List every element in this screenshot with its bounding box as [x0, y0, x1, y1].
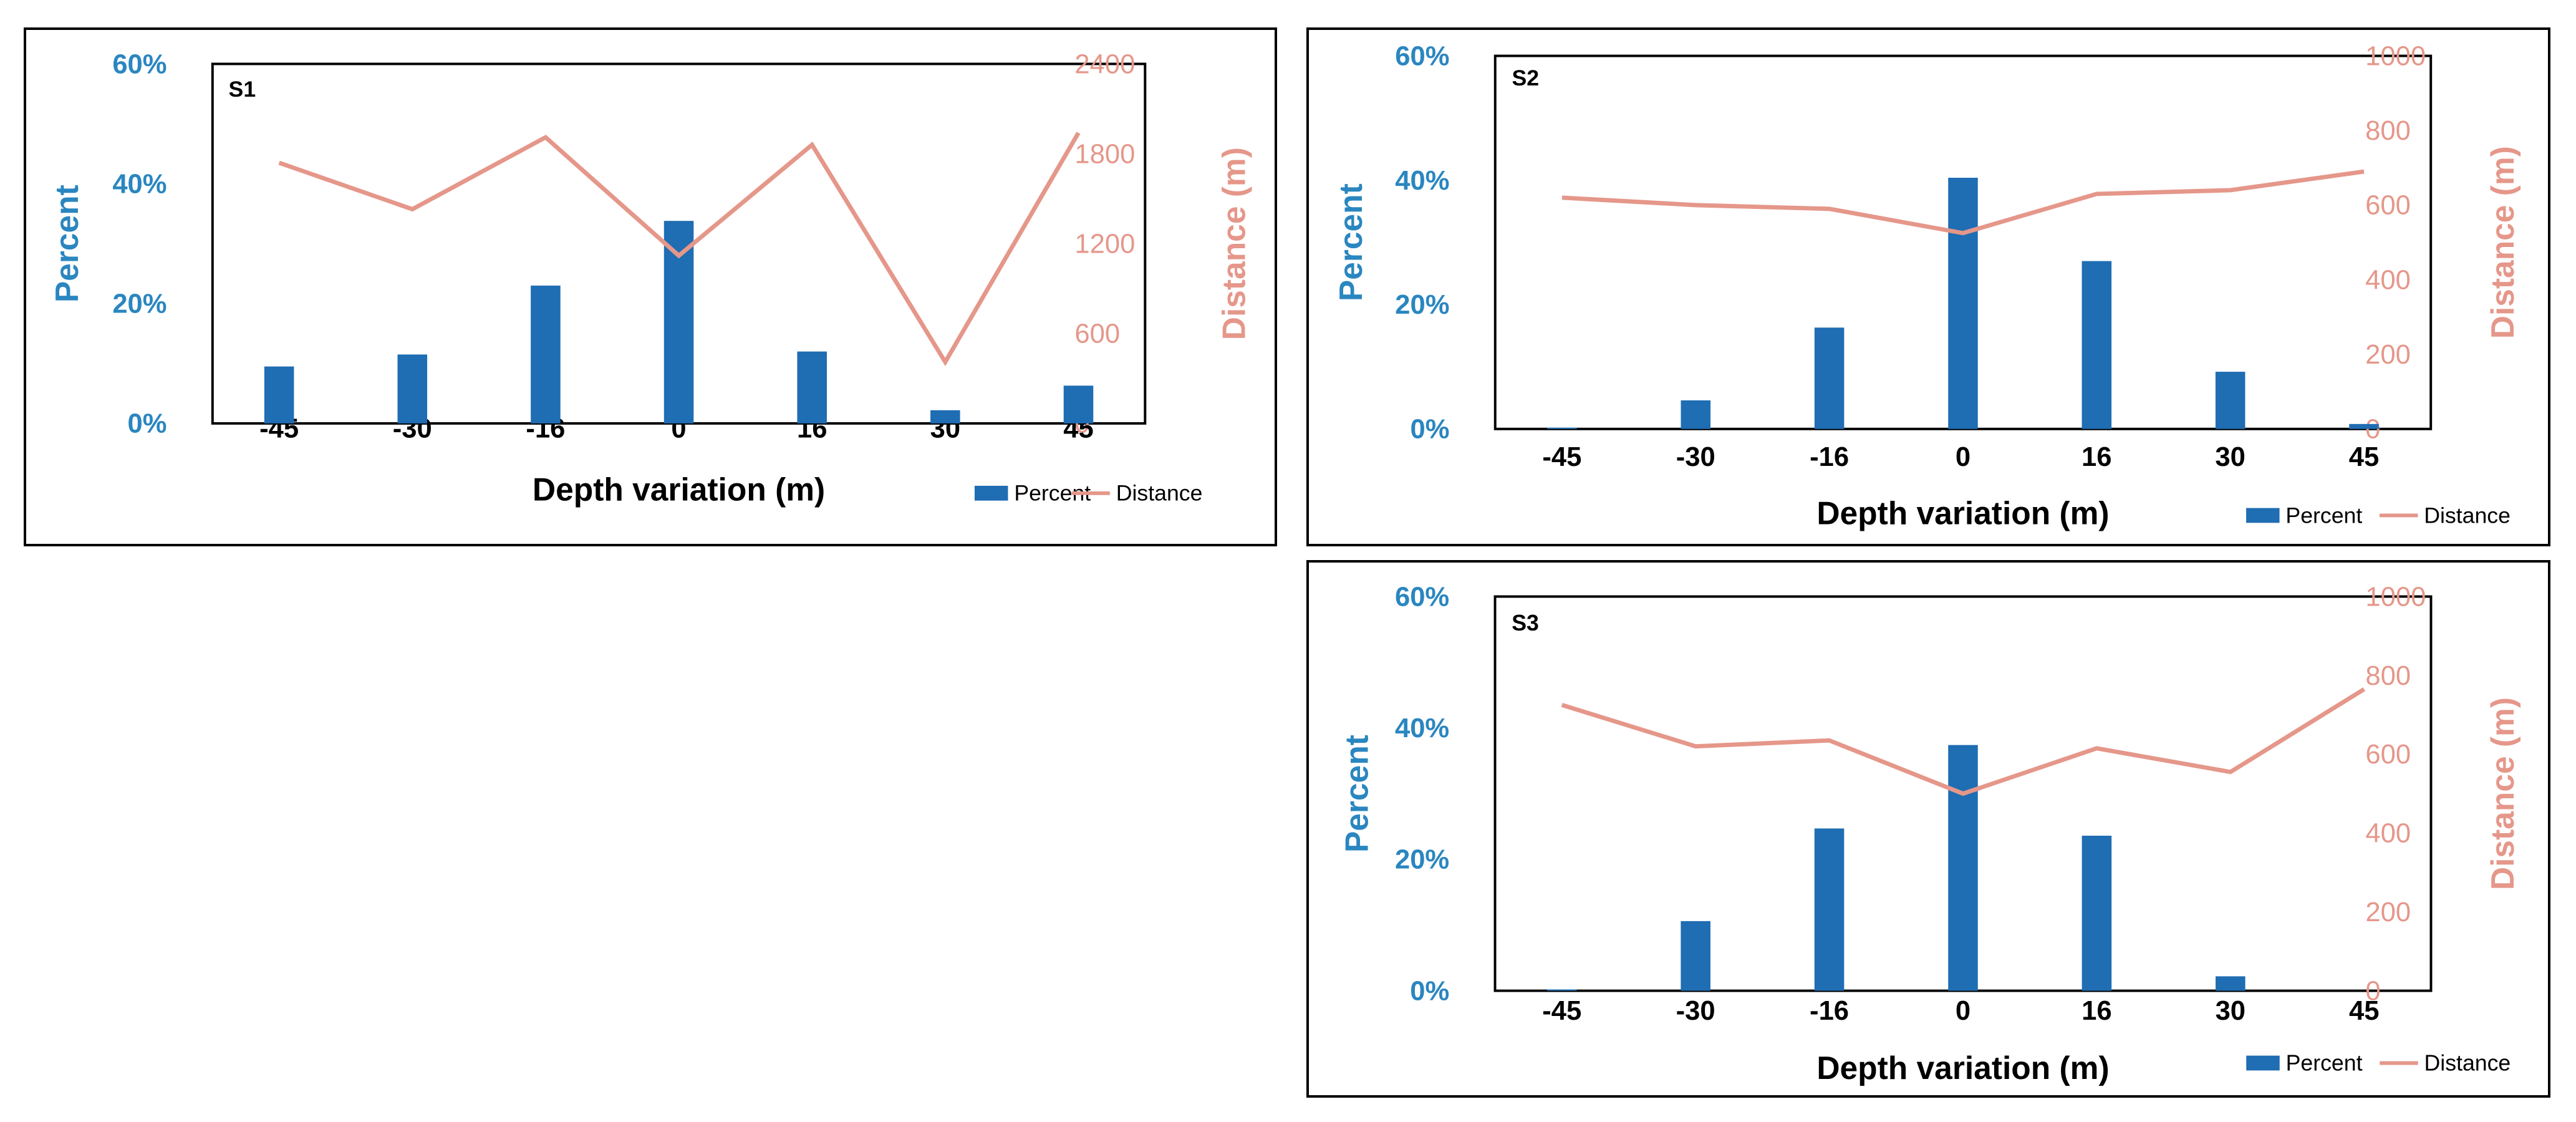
x-tick-label: -30	[1676, 442, 1715, 472]
panel-label: S3	[1512, 611, 1539, 636]
bar-percent	[1681, 400, 1711, 429]
x-tick-label: -30	[1676, 996, 1715, 1026]
legend-label-distance: Distance	[2424, 503, 2511, 528]
chart-svg-s3: S3 0% 20% 40% 60% 0 200 400 600 800 1000 -45 -30 -16 0…	[1338, 582, 2521, 1086]
bar-percent	[1681, 921, 1710, 991]
y-right-axis-title: Distance (m)	[2484, 697, 2521, 890]
plot-area-frame	[1493, 595, 2433, 992]
panel-label: S1	[229, 77, 256, 102]
bar-percent	[2349, 423, 2379, 429]
y-left-axis-title: Percent	[1333, 183, 1369, 301]
x-tick-label: 45	[2349, 442, 2379, 472]
x-tick-label: -45	[1542, 996, 1581, 1026]
legend-swatch-percent	[2246, 508, 2280, 523]
y-right-tick-label: 1800	[1074, 139, 1135, 169]
legend-swatch-percent	[2246, 1055, 2280, 1071]
bar-percent	[2216, 976, 2246, 991]
y-right-tick-label: 2400	[1074, 49, 1135, 79]
bar-percent	[1814, 828, 1845, 991]
bar-percent	[1547, 427, 1577, 429]
bar-percent	[1814, 327, 1845, 429]
bar-percent	[397, 354, 428, 423]
legend-label-percent: Percent	[2285, 503, 2362, 528]
x-tick-label: -45	[1542, 442, 1581, 472]
x-tick-label: -16	[1810, 442, 1849, 472]
chart-svg-s2: S2 0% 20% 40% 60% 0 200 400 600 800 1000 -45 -30 -16 0…	[1333, 41, 2521, 531]
y-left-tick-label: 0%	[1410, 415, 1449, 445]
y-right-tick-label: 1200	[1074, 230, 1135, 259]
bar-percent	[531, 285, 561, 423]
bar-percent	[663, 221, 694, 423]
x-axis-title: Depth variation (m)	[1816, 1050, 2109, 1086]
x-tick-label: 30	[2216, 996, 2246, 1026]
x-tick-label: 30	[2215, 442, 2245, 472]
y-left-tick-label: 40%	[1395, 713, 1449, 743]
bar-percent	[2082, 835, 2112, 991]
y-left-tick-label: 40%	[112, 169, 166, 199]
y-right-tick-label: 0	[2365, 976, 2380, 1006]
chart-panel-s1: S1 0% 20% 40% 60% 0 600 1200 1800 2400 -45 -30 -16 0 1…	[24, 27, 1277, 546]
bar-percent	[930, 410, 960, 423]
y-right-tick-label: 400	[2365, 265, 2411, 295]
x-tick-label: 16	[2082, 996, 2111, 1026]
chart-panel-s2: S2 0% 20% 40% 60% 0 200 400 600 800 1000 -45 -30 -16 0…	[1306, 27, 2550, 546]
y-left-tick-label: 0%	[1410, 976, 1449, 1006]
bar-percent	[797, 351, 827, 423]
y-left-axis-title: Percent	[49, 185, 85, 302]
y-right-tick-label: 800	[2365, 116, 2411, 146]
x-tick-label: 0	[1956, 442, 1971, 472]
legend-swatch-percent	[974, 485, 1008, 501]
y-left-tick-label: 60%	[1395, 582, 1449, 612]
legend-label-distance: Distance	[2424, 1050, 2511, 1075]
y-left-tick-label: 20%	[1395, 290, 1449, 320]
y-right-axis-title: Distance (m)	[2484, 146, 2521, 339]
y-left-tick-label: 0%	[128, 409, 167, 439]
y-left-axis-title: Percent	[1338, 735, 1374, 853]
y-left-tick-label: 40%	[1395, 166, 1449, 196]
y-right-tick-label: 800	[2365, 661, 2411, 691]
y-right-tick-label: 400	[2365, 819, 2411, 849]
y-left-tick-label: 60%	[112, 49, 166, 79]
y-left-tick-label: 20%	[1395, 845, 1449, 875]
x-tick-label: 16	[2082, 442, 2111, 472]
bar-percent	[1063, 385, 1094, 423]
chart-panel-s3: S3 0% 20% 40% 60% 0 200 400 600 800 1000 -45 -30 -16 0…	[1306, 560, 2550, 1098]
y-right-tick-label: 600	[1074, 319, 1120, 349]
bar-percent	[2082, 261, 2112, 429]
y-left-tick-label: 60%	[1395, 41, 1449, 71]
x-axis-title: Depth variation (m)	[533, 472, 825, 508]
bar-percent	[1948, 178, 1978, 429]
bar-percent	[264, 366, 294, 423]
y-right-tick-label: 200	[2365, 897, 2411, 927]
x-tick-label: -16	[1810, 996, 1849, 1026]
y-right-axis-title: Distance (m)	[1216, 147, 1252, 340]
y-right-tick-label: 0	[2365, 415, 2380, 445]
y-left-tick-label: 20%	[112, 289, 166, 319]
x-tick-label: 45	[2349, 996, 2379, 1026]
y-right-tick-label: 600	[2365, 191, 2411, 221]
bar-percent	[1948, 745, 1978, 991]
panel-label: S2	[1512, 65, 1539, 90]
x-axis-title: Depth variation (m)	[1816, 495, 2109, 531]
y-right-tick-label: 600	[2365, 740, 2411, 770]
legend-label-percent: Percent	[2286, 1050, 2363, 1075]
legend-label-distance: Distance	[1116, 481, 1203, 506]
y-right-tick-label: 200	[2365, 340, 2411, 370]
bar-percent	[2215, 372, 2246, 429]
y-right-tick-label: 1000	[2365, 582, 2426, 612]
y-right-tick-label: 1000	[2365, 41, 2426, 71]
x-tick-label: 0	[1956, 996, 1971, 1026]
bar-percent	[1546, 989, 1577, 991]
